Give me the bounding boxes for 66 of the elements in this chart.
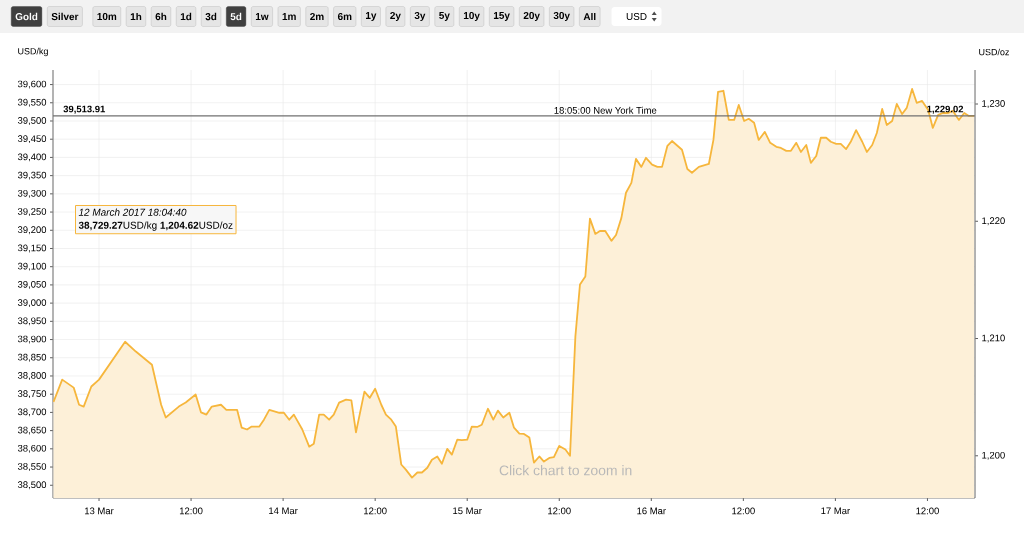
y-tick-label: 39,350 xyxy=(17,171,47,180)
text: 1w xyxy=(255,13,269,20)
text: 10m xyxy=(97,12,117,21)
text: 6m xyxy=(337,12,352,21)
y-tick-label: 39,150 xyxy=(17,244,47,253)
y-tick-label: 38,600 xyxy=(17,444,47,453)
x-tick-label: 12:00 xyxy=(732,507,755,515)
text: 2y xyxy=(390,11,401,21)
y-tick-label: 38,850 xyxy=(17,353,47,362)
x-tick-label: 12:00 xyxy=(916,507,939,515)
y-tick-label: 39,250 xyxy=(17,208,47,216)
text: 20y xyxy=(523,11,540,21)
y-axis-title: USD/kg xyxy=(18,47,48,57)
y-tick-label: 39,000 xyxy=(17,299,47,308)
x-tick-label: 14 Mar xyxy=(269,507,298,515)
text: 10y xyxy=(463,11,480,21)
x-tick-label: 16 Mar xyxy=(637,507,666,515)
x-tick-label: 12:00 xyxy=(548,507,571,515)
y-tick-label: 38,800 xyxy=(17,372,47,380)
text: 1m xyxy=(282,13,296,20)
y2-axis-title: USD/oz xyxy=(979,48,1009,56)
y-tick-label: 39,400 xyxy=(17,153,47,162)
text: 15y xyxy=(493,12,510,21)
y-tick-label: 38,550 xyxy=(17,463,47,471)
text: 5y xyxy=(439,12,450,21)
text: 3d xyxy=(205,12,217,21)
text: 2m xyxy=(310,13,324,20)
annotation: 38,729.27USD/kg 1,204.62USD/oz xyxy=(78,221,233,231)
y-tick-label: 38,650 xyxy=(17,426,47,435)
x-tick-label: 12:00 xyxy=(364,507,387,515)
text: Gold xyxy=(15,12,38,21)
y-tick-label: 38,950 xyxy=(17,317,47,326)
annotation: 18:05:00 New York Time xyxy=(554,106,657,114)
text: 1d xyxy=(180,12,192,21)
x-tick-label: 13 Mar xyxy=(85,507,114,515)
y-tick-label: 39,550 xyxy=(17,98,47,107)
text: Silver xyxy=(51,12,79,21)
y-tick-label: 38,750 xyxy=(17,390,47,399)
x-tick-label: 15 Mar xyxy=(453,507,482,515)
y-tick-label: 38,500 xyxy=(17,481,47,490)
y-tick-label: 38,900 xyxy=(17,335,47,344)
text: 5d xyxy=(230,12,242,21)
y2-tick-label: 1,230 xyxy=(982,100,1005,108)
text: 30y xyxy=(553,11,570,21)
y2-tick-label: 1,220 xyxy=(982,217,1005,226)
ref-line-label: 39,513.91 xyxy=(63,105,106,114)
y2-tick-label: 1,210 xyxy=(982,334,1005,343)
text: 3y xyxy=(414,11,426,21)
y-tick-label: 39,450 xyxy=(17,135,47,144)
y-tick-label: 39,050 xyxy=(17,281,47,289)
text: 1y xyxy=(366,12,377,21)
y-tick-label: 39,500 xyxy=(17,117,47,125)
y-tick-label: 39,300 xyxy=(17,189,47,198)
x-tick-label: 17 Mar xyxy=(821,507,850,515)
annotation: 12 March 2017 18:04:40 xyxy=(78,208,187,216)
text: All xyxy=(583,12,596,21)
y-tick-label: 39,600 xyxy=(17,80,47,89)
y-tick-label: 39,200 xyxy=(17,226,47,235)
x-tick-label: 12:00 xyxy=(179,507,203,515)
annotation: Click chart to zoom in xyxy=(499,465,632,476)
y2-tick-label: 1,200 xyxy=(982,451,1005,460)
text: USD xyxy=(626,12,647,21)
y-tick-label: 38,700 xyxy=(17,408,47,417)
y-tick-label: 39,100 xyxy=(17,262,47,271)
text: 6h xyxy=(155,12,167,21)
text: 1h xyxy=(130,12,142,21)
